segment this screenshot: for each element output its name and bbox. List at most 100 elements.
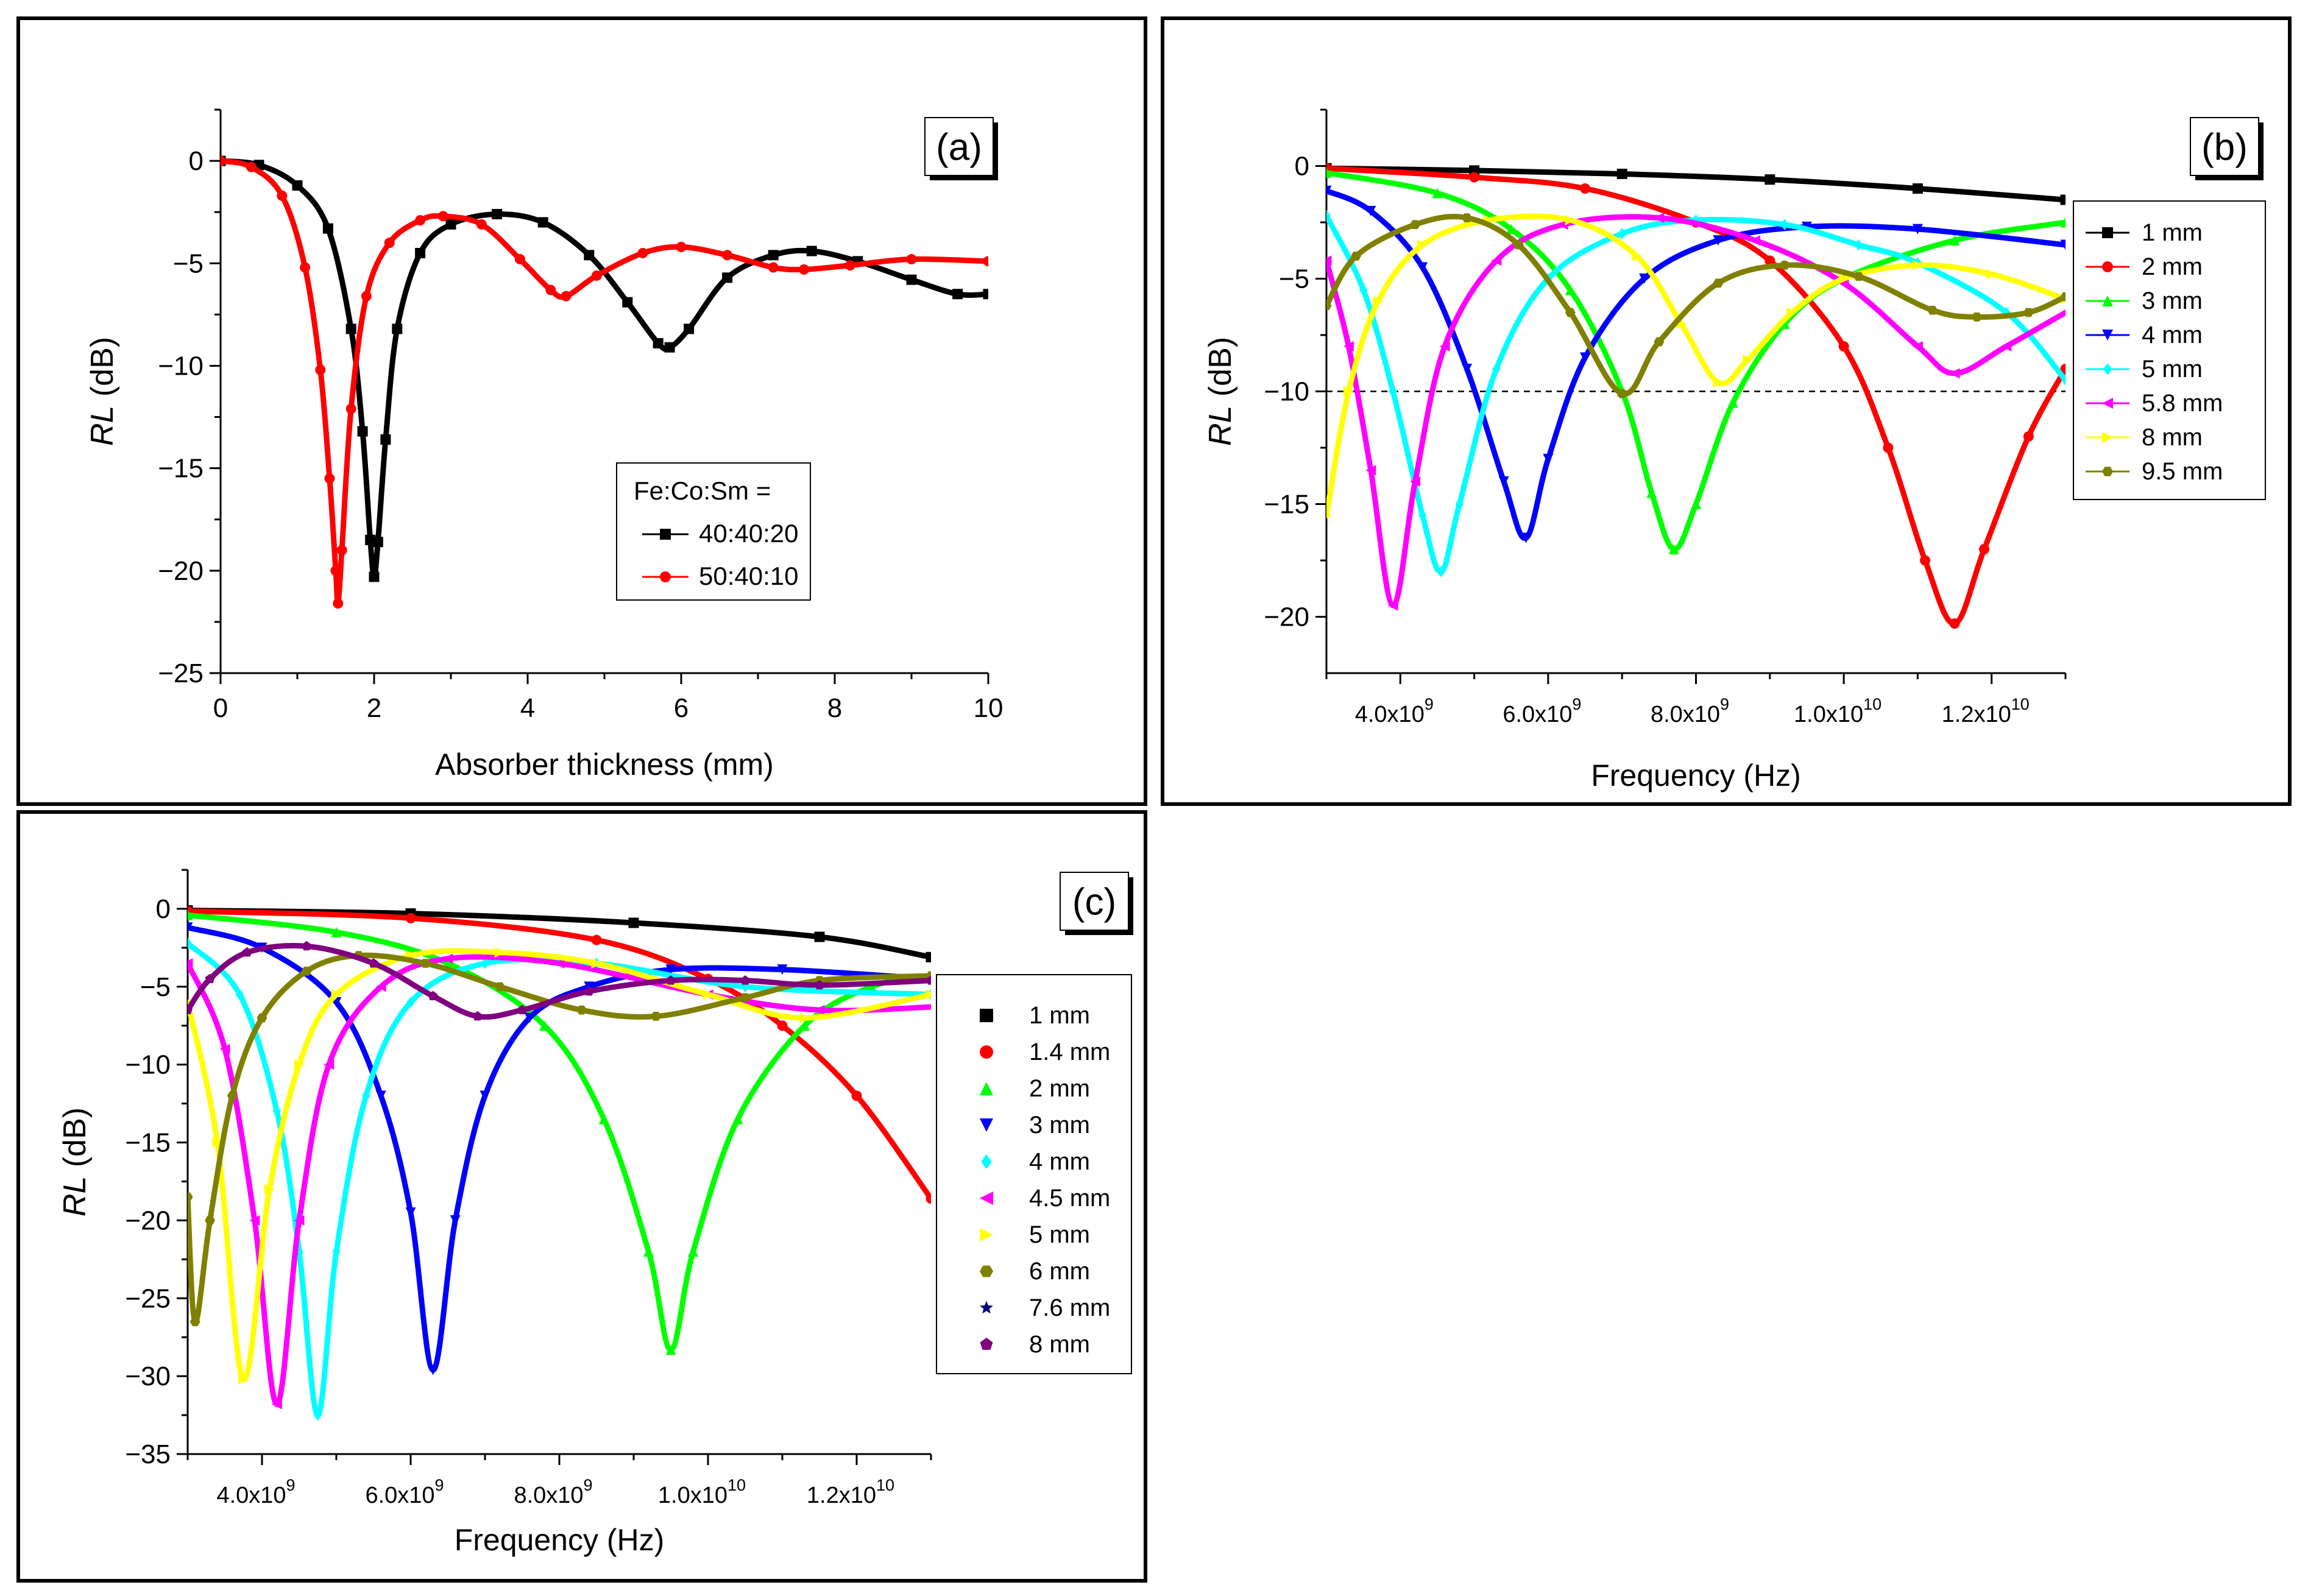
series-group (221, 155, 988, 609)
legend-entry: 5.8 mm (2142, 390, 2223, 417)
data-point (188, 1192, 193, 1202)
y-tick-label: −20 (158, 556, 204, 586)
data-point (1713, 235, 1724, 246)
data-point (1912, 183, 1923, 194)
data-point (1727, 397, 1738, 408)
y-tick-label: −5 (173, 249, 204, 278)
data-point (480, 1090, 490, 1101)
data-point (732, 1114, 743, 1125)
data-point (2023, 431, 2034, 442)
legend-title: Fe:Co:Sm = (634, 476, 771, 505)
series-line-4-mm (1326, 188, 2066, 541)
data-point (2061, 374, 2066, 386)
x-tick-label: 1.2x1010 (807, 1476, 894, 1508)
series-line-40-40-20 (221, 158, 988, 580)
series-line-50-40-10 (221, 158, 988, 607)
data-point (584, 986, 594, 996)
data-point (906, 254, 917, 265)
y-tick-label: −15 (1264, 490, 1309, 520)
x-tick-mantissa: 1.2x10 (1942, 702, 2011, 727)
data-point (814, 980, 825, 990)
legend-marker (980, 1192, 993, 1205)
x-axis-label: Frequency (Hz) (1591, 758, 1801, 793)
data-point (415, 215, 426, 226)
data-point (1373, 296, 1384, 306)
legend-marker (980, 1045, 993, 1059)
data-point (324, 473, 335, 484)
data-point (1387, 600, 1398, 611)
data-point (1853, 272, 1864, 281)
data-point (1949, 618, 1960, 629)
data-point (768, 262, 779, 273)
data-point (665, 964, 676, 975)
data-point (384, 238, 395, 249)
legend-entry: 1.4 mm (1029, 1039, 1110, 1065)
y-axis-label-unit: (dB) (85, 337, 120, 406)
legend-marker (980, 1228, 993, 1241)
legend-entry: 8 mm (1029, 1331, 1090, 1358)
data-point (1580, 352, 1591, 363)
legend-marker (2102, 432, 2113, 443)
series-line-4-5-mm (188, 954, 931, 1407)
data-point (294, 1215, 305, 1226)
y-tick-label: 0 (189, 146, 204, 176)
legend-marker (980, 1338, 993, 1350)
data-point (405, 1207, 416, 1218)
x-tick-mantissa: 8.0x10 (1651, 702, 1720, 727)
x-tick-mantissa: 8.0x10 (514, 1483, 583, 1508)
legend-entry: 2 mm (2142, 253, 2203, 280)
x-tick-exponent: 10 (876, 1476, 894, 1494)
data-point (537, 217, 548, 228)
x-tick-mantissa: 1.2x10 (807, 1483, 876, 1508)
x-tick-label: 6 (674, 693, 689, 723)
data-point (665, 975, 676, 985)
y-tick-label: −20 (125, 1206, 171, 1235)
data-point (722, 272, 733, 283)
data-point (361, 291, 372, 302)
data-point (1418, 509, 1427, 521)
data-point (1492, 363, 1501, 375)
data-point (628, 917, 639, 928)
legend-entry: 2 mm (1029, 1075, 1090, 1102)
x-tick-exponent: 10 (727, 1476, 746, 1494)
x-tick-mantissa: 1.0x10 (1794, 702, 1863, 727)
data-point (1949, 368, 1960, 379)
data-point (814, 1005, 825, 1015)
data-point (246, 161, 257, 172)
y-tick-label: −20 (1264, 602, 1309, 632)
data-point (1713, 278, 1724, 288)
data-point (1765, 174, 1775, 185)
data-point (2060, 292, 2066, 302)
panel-label-box (924, 117, 994, 176)
data-point (539, 1020, 550, 1031)
data-point (1765, 255, 1775, 266)
legend-entry: 8 mm (2142, 424, 2203, 451)
legend-marker (980, 1009, 993, 1022)
panel-frame (16, 16, 1147, 806)
y-tick-label: −15 (158, 454, 204, 484)
data-point (375, 981, 386, 992)
data-point (1359, 284, 1368, 296)
data-point (1343, 341, 1354, 351)
data-point (324, 1059, 335, 1070)
data-point (1513, 240, 1524, 250)
data-point (1654, 213, 1665, 224)
data-point (188, 1005, 193, 1015)
data-point (622, 297, 633, 308)
data-point (264, 1184, 275, 1195)
data-point (1883, 442, 1894, 453)
data-point (428, 990, 438, 1001)
data-point (331, 989, 342, 1000)
data-point (1506, 224, 1517, 235)
data-point (1986, 269, 1997, 280)
data-point (2060, 194, 2066, 205)
y-tick-label: −10 (158, 351, 204, 381)
data-point (1326, 185, 1332, 196)
legend-entry: 4 mm (2142, 322, 2203, 348)
data-point (450, 1215, 461, 1226)
y-axis-label: RL (dB) (85, 337, 120, 446)
data-point (740, 993, 751, 1003)
data-point (545, 284, 556, 295)
data-point (476, 219, 487, 230)
data-point (517, 1005, 528, 1015)
